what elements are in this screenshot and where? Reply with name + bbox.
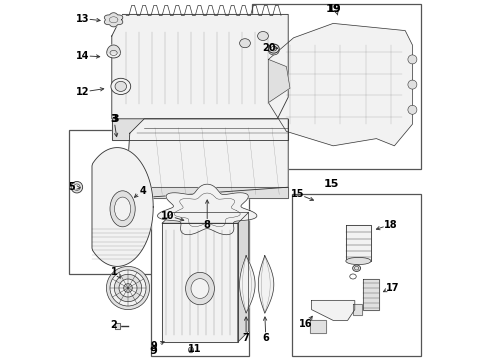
Polygon shape	[126, 119, 288, 198]
Ellipse shape	[269, 44, 279, 53]
Polygon shape	[104, 13, 123, 27]
Polygon shape	[112, 119, 288, 140]
Text: 15: 15	[291, 189, 304, 199]
Polygon shape	[312, 301, 355, 320]
Polygon shape	[137, 187, 288, 198]
Circle shape	[106, 266, 149, 310]
Text: 15: 15	[324, 179, 339, 189]
Polygon shape	[363, 279, 379, 310]
Ellipse shape	[110, 191, 135, 227]
Text: 16: 16	[299, 319, 312, 329]
Circle shape	[74, 184, 80, 190]
Polygon shape	[269, 59, 290, 103]
Ellipse shape	[258, 31, 269, 40]
Text: 18: 18	[384, 220, 397, 230]
Circle shape	[119, 279, 137, 297]
Ellipse shape	[186, 272, 215, 305]
Polygon shape	[240, 256, 255, 313]
Ellipse shape	[346, 257, 371, 265]
Bar	[292, 194, 421, 356]
Ellipse shape	[240, 39, 250, 48]
Ellipse shape	[353, 265, 361, 271]
Circle shape	[110, 270, 146, 306]
Text: 19: 19	[328, 4, 342, 14]
Ellipse shape	[191, 279, 209, 298]
Text: 19: 19	[325, 4, 341, 14]
Ellipse shape	[115, 81, 126, 91]
Text: 7: 7	[243, 333, 249, 343]
Polygon shape	[258, 256, 274, 313]
Circle shape	[71, 181, 83, 193]
Bar	[252, 4, 421, 169]
Polygon shape	[112, 14, 288, 119]
Ellipse shape	[269, 46, 279, 55]
Text: 17: 17	[386, 283, 399, 293]
Circle shape	[123, 284, 132, 292]
Text: 6: 6	[263, 333, 270, 343]
Text: 3: 3	[110, 114, 117, 124]
Text: 9: 9	[150, 341, 157, 351]
Text: 20: 20	[263, 42, 276, 53]
Text: 3: 3	[112, 114, 119, 124]
Text: 10: 10	[161, 211, 174, 221]
Text: 14: 14	[75, 51, 89, 61]
Text: 8: 8	[204, 220, 211, 230]
Ellipse shape	[408, 55, 417, 64]
Polygon shape	[116, 323, 120, 329]
Circle shape	[114, 274, 142, 302]
Ellipse shape	[189, 347, 194, 353]
Ellipse shape	[115, 197, 131, 220]
Polygon shape	[162, 223, 238, 342]
Polygon shape	[346, 225, 371, 261]
Polygon shape	[107, 45, 121, 53]
Polygon shape	[269, 23, 413, 146]
Bar	[69, 130, 162, 274]
Polygon shape	[157, 184, 257, 235]
Text: 5: 5	[68, 182, 75, 192]
Polygon shape	[238, 212, 248, 342]
Ellipse shape	[107, 48, 121, 58]
Text: 1: 1	[111, 267, 118, 277]
Ellipse shape	[271, 46, 277, 51]
Polygon shape	[92, 148, 153, 266]
Text: 11: 11	[188, 344, 201, 354]
Text: 2: 2	[110, 320, 117, 330]
Ellipse shape	[408, 105, 417, 114]
Ellipse shape	[408, 80, 417, 89]
Text: 9: 9	[149, 346, 157, 356]
Text: 13: 13	[75, 14, 89, 24]
Polygon shape	[162, 212, 248, 223]
Text: 4: 4	[140, 186, 147, 196]
Polygon shape	[353, 304, 362, 315]
Text: 12: 12	[75, 87, 89, 97]
Polygon shape	[310, 320, 326, 333]
Ellipse shape	[111, 78, 131, 94]
Bar	[151, 187, 248, 356]
